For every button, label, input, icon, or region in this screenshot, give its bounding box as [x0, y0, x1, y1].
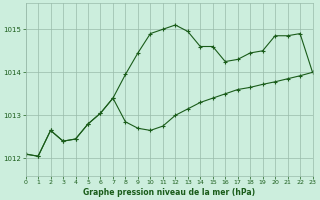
X-axis label: Graphe pression niveau de la mer (hPa): Graphe pression niveau de la mer (hPa)	[83, 188, 255, 197]
